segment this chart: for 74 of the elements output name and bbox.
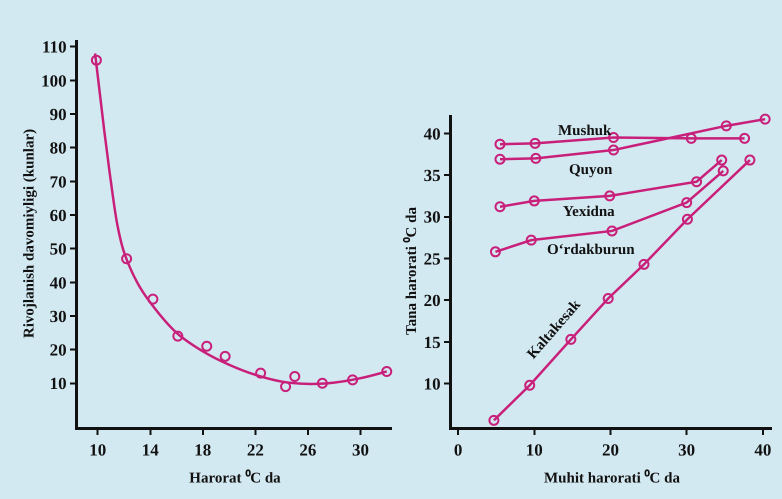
series-label: O‘rdakburun	[547, 242, 636, 258]
point	[524, 380, 536, 391]
y-tick-label: 15	[424, 332, 441, 352]
point	[494, 201, 506, 212]
point	[121, 253, 132, 264]
point	[530, 152, 542, 164]
x-tick-label: 14	[142, 440, 160, 460]
y-tick-label: 30	[50, 306, 67, 326]
y-tick-label: 110	[42, 38, 67, 57]
point	[316, 378, 328, 389]
point	[488, 414, 500, 426]
point	[681, 197, 692, 208]
point	[602, 293, 614, 304]
y-tick-label: 90	[50, 104, 67, 124]
y-tick-label: 10	[424, 374, 441, 394]
point	[347, 374, 358, 386]
point	[255, 368, 266, 379]
point	[172, 330, 184, 342]
y-axis-title: Rivojlanish davomiyligi (kunlar)	[21, 128, 38, 338]
point	[682, 214, 693, 225]
point	[490, 246, 501, 258]
point	[604, 190, 616, 202]
x-tick-label: 26	[299, 440, 316, 460]
x-tick-label: 22	[246, 440, 264, 460]
x-tick-label: 20	[602, 440, 619, 460]
x-axis-title: Muhit harorati ⁰C da	[544, 468, 680, 486]
point	[716, 154, 728, 166]
point	[526, 234, 537, 246]
y-tick-label: 30	[424, 208, 441, 227]
y-tick-label: 40	[424, 124, 441, 144]
x-tick-label: 0	[454, 440, 462, 460]
point	[760, 114, 771, 125]
y-tick-label: 70	[50, 172, 67, 192]
point	[530, 138, 541, 149]
point	[606, 225, 618, 236]
series-label: Yexidna	[563, 204, 616, 220]
point	[494, 154, 506, 165]
y-tick-label: 25	[424, 249, 441, 268]
x-axis-title: Harorat ⁰C da	[189, 468, 282, 486]
point	[718, 165, 729, 176]
y-tick-label: 40	[50, 273, 67, 292]
point	[691, 176, 702, 188]
point	[289, 371, 300, 382]
y-tick-label: 60	[50, 206, 67, 225]
point	[90, 54, 102, 66]
point	[381, 366, 392, 377]
y-axis-title: Tana harorati ⁰C da	[402, 206, 420, 335]
y-tick-label: 20	[424, 291, 441, 310]
x-tick-label: 40	[754, 440, 772, 460]
point	[494, 138, 506, 150]
y-tick-label: 20	[50, 340, 67, 360]
point	[280, 381, 292, 392]
point	[744, 154, 756, 166]
x-tick-label: 10	[89, 440, 106, 460]
y-tick-label: 50	[50, 240, 67, 259]
point	[528, 195, 540, 206]
point	[739, 132, 750, 144]
x-tick-label: 18	[194, 440, 212, 460]
x-tick-label: 10	[526, 440, 543, 460]
y-tick-label: 35	[424, 166, 441, 186]
point	[220, 350, 231, 362]
y-tick-label: 100	[41, 71, 67, 90]
series-label: Quyon	[569, 162, 614, 178]
x-tick-label: 30	[352, 440, 369, 460]
series-label: Mushuk	[558, 123, 612, 139]
y-tick-label: 10	[50, 374, 67, 394]
x-tick-label: 30	[678, 440, 696, 460]
point	[147, 294, 158, 305]
point	[201, 340, 212, 352]
point	[686, 132, 697, 144]
point	[608, 144, 620, 156]
point	[638, 258, 650, 270]
point	[720, 120, 732, 132]
y-tick-label: 80	[50, 138, 67, 158]
